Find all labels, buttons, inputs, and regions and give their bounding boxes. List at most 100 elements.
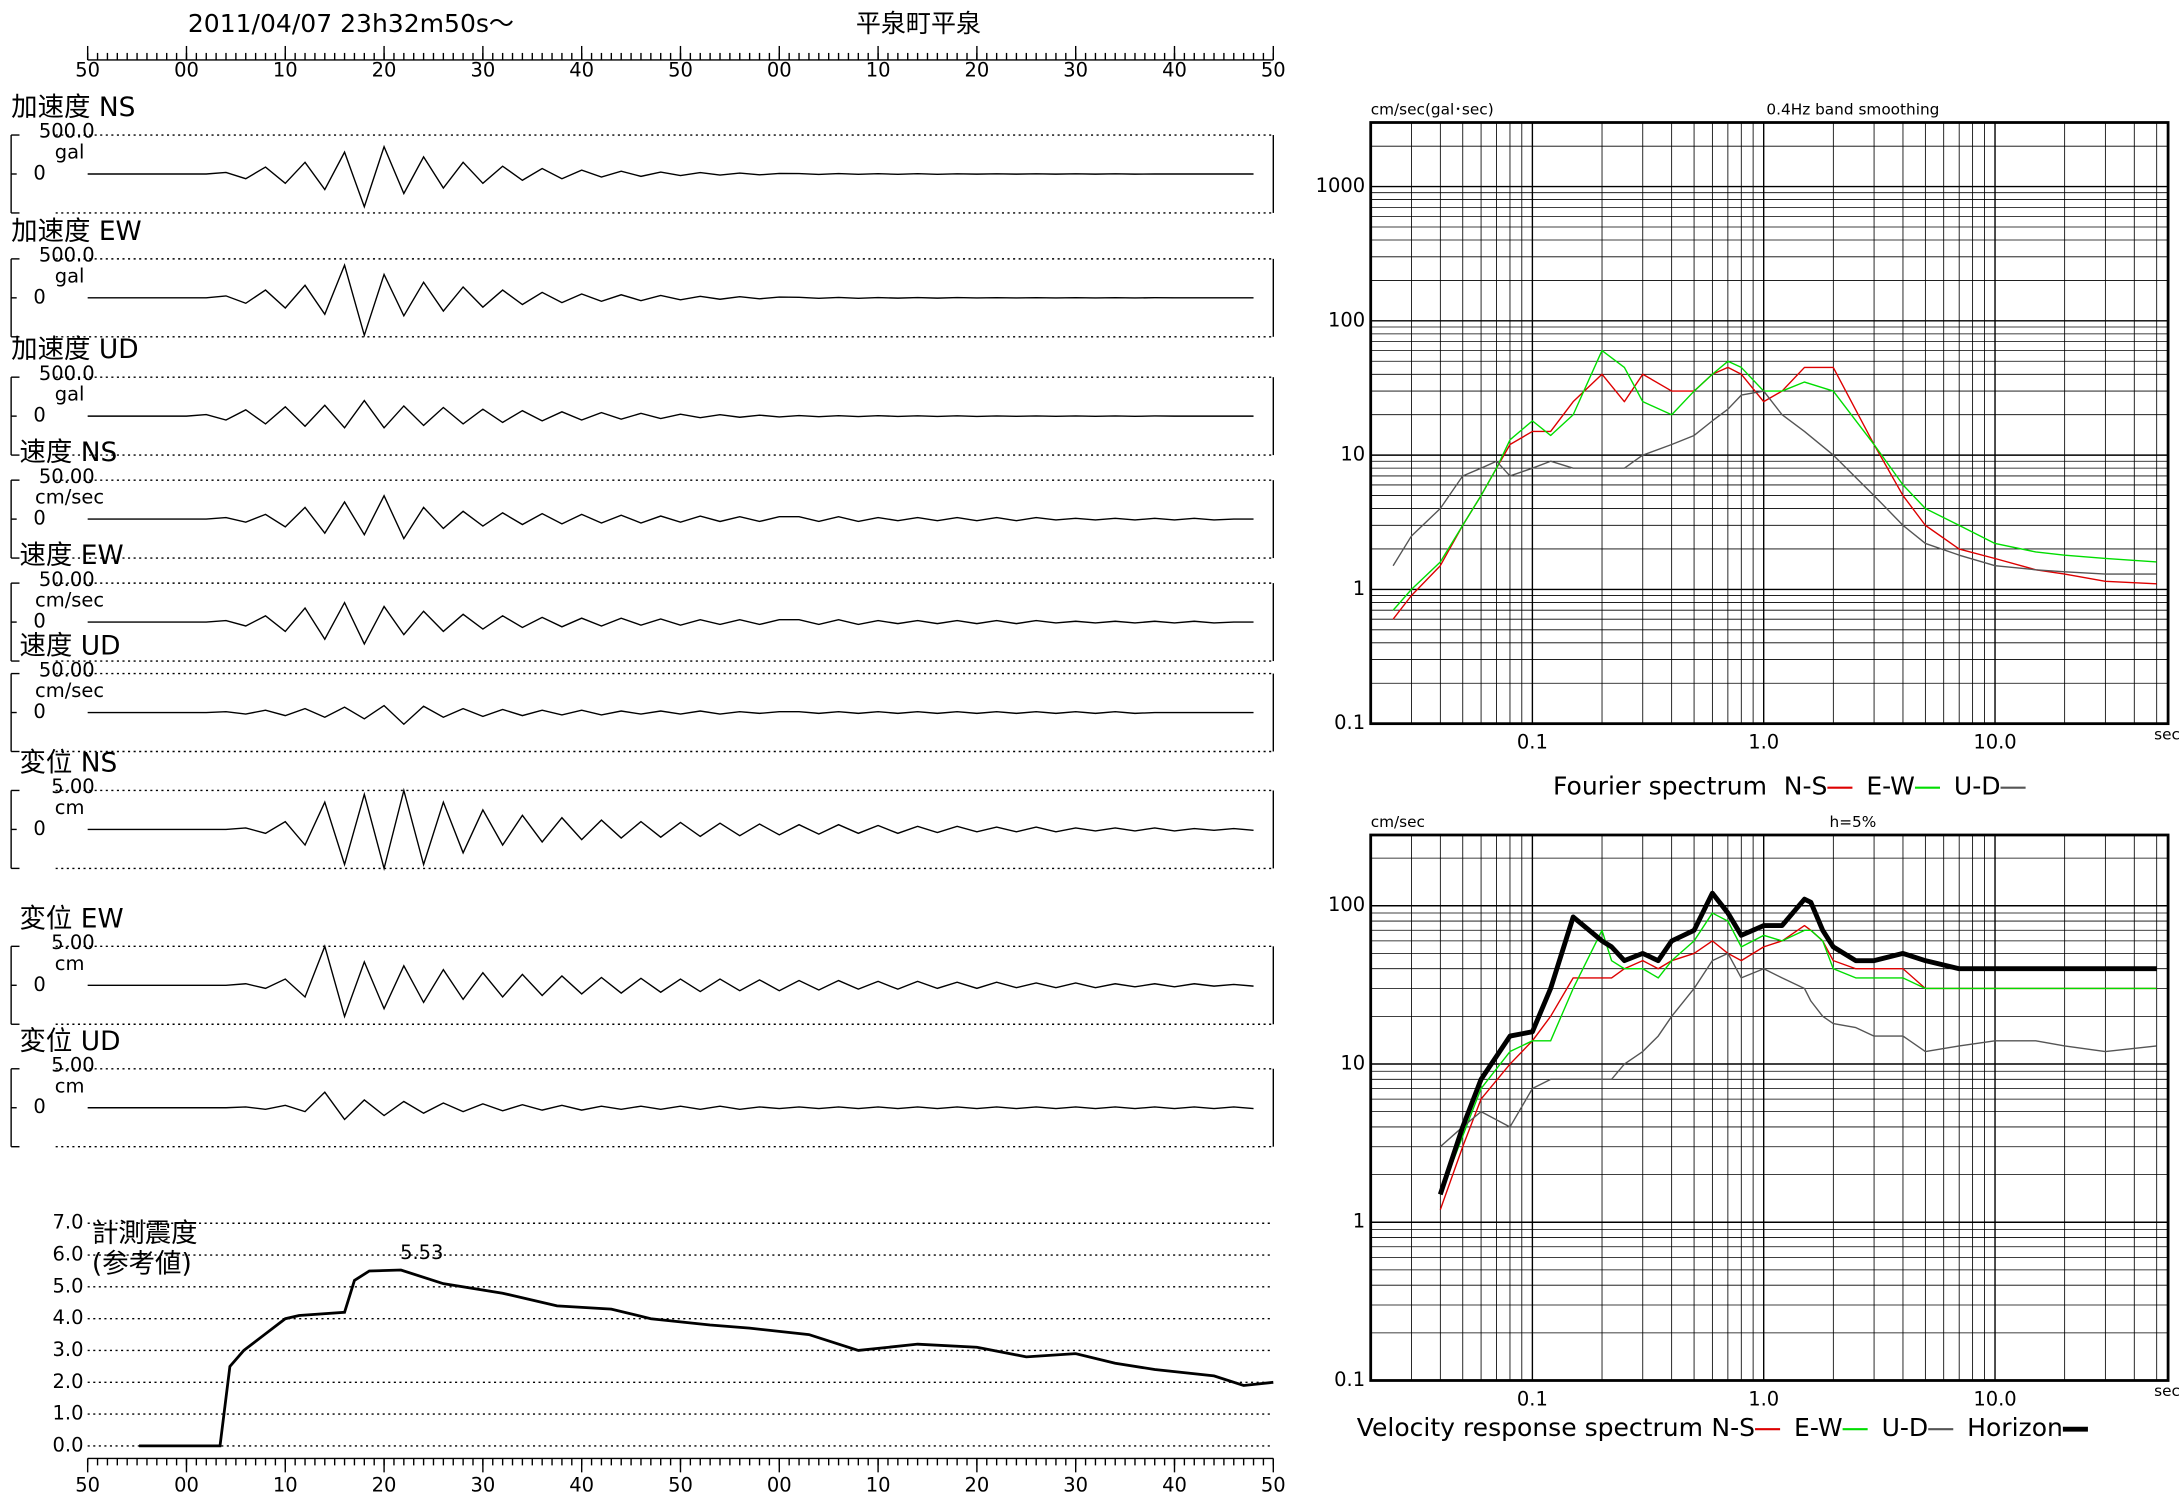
legend-label: U-D <box>1882 1413 1929 1442</box>
trace <box>87 494 1254 541</box>
x-tick-label: 20 <box>372 59 397 82</box>
trace <box>87 262 1254 338</box>
trace <box>87 787 1254 872</box>
y-tick-label: 0 <box>33 1095 45 1118</box>
y-tick-label: 2.0 <box>53 1370 84 1393</box>
annotation: (参考値) <box>92 1248 192 1279</box>
x-tick-label: 10.0 <box>1973 731 2016 754</box>
trace <box>87 144 1254 209</box>
annotation: 計測震度 <box>92 1218 198 1249</box>
y-axis-label: cm/sec(gal･sec) <box>1371 100 1494 118</box>
legend-label: Horizon <box>1967 1413 2063 1442</box>
trace-label: 速度 NS <box>19 437 117 468</box>
y-tick-label: 0.1 <box>1334 711 1365 734</box>
x-tick-label: 00 <box>174 59 199 82</box>
trace-label: 変位 EW <box>19 903 123 934</box>
legend-title: Velocity response spectrum <box>1357 1413 1703 1442</box>
x-tick-label: 10 <box>273 59 298 82</box>
y-tick-label: 0 <box>33 285 45 308</box>
intensity-line <box>139 1268 1274 1448</box>
trace <box>87 944 1254 1019</box>
x-tick-label: 30 <box>470 59 495 82</box>
y-tick-label: 100 <box>1328 308 1365 331</box>
y-tick-label: 1.0 <box>53 1402 84 1425</box>
y-tick-label: 0.0 <box>53 1433 84 1456</box>
y-axis-label: cm/sec <box>1371 813 1425 831</box>
x-tick-label: 0.1 <box>1517 1387 1548 1410</box>
y-tick-label: 10 <box>1340 1052 1365 1075</box>
x-tick-label: 1.0 <box>1748 731 1779 754</box>
chart-title: 0.4Hz band smoothing <box>1766 100 1939 118</box>
y-tick-label: 1 <box>1353 577 1365 600</box>
trace <box>87 601 1254 646</box>
y-tick-label: 5.00 <box>51 1053 94 1076</box>
x-tick-label: 40 <box>569 59 594 82</box>
y-tick-label: 5.00 <box>51 775 94 798</box>
y-tick-label: 0 <box>33 973 45 996</box>
y-tick-label: 6.0 <box>53 1243 84 1266</box>
y-tick-label: 0.1 <box>1334 1368 1365 1391</box>
legend-label: N-S <box>1711 1413 1755 1442</box>
x-tick-label: 1.0 <box>1748 1387 1779 1410</box>
x-tick-label: 00 <box>174 1474 199 1497</box>
y-tick-label: 50.00 <box>39 568 95 591</box>
unit-label: cm <box>55 952 85 975</box>
peak-label: 5.53 <box>400 1241 443 1264</box>
chart-title: h=5% <box>1830 813 1877 831</box>
x-tick-label: 50 <box>75 59 100 82</box>
unit-label: cm <box>55 796 85 819</box>
y-tick-label: 0 <box>33 817 45 840</box>
unit-label: cm/sec <box>35 679 104 702</box>
y-tick-label: 50.00 <box>39 658 95 681</box>
station: 平泉町平泉 <box>856 9 981 38</box>
x-tick-label: 00 <box>767 1474 792 1497</box>
legend-label: E-W <box>1794 1413 1843 1442</box>
x-tick-label: 50 <box>75 1474 100 1497</box>
plot-frame <box>1369 833 2170 1382</box>
unit-label: cm/sec <box>35 486 104 509</box>
legend-title: Fourier spectrum <box>1553 772 1767 801</box>
y-tick-label: 4.0 <box>53 1306 84 1329</box>
x-tick-label: 40 <box>569 1474 594 1497</box>
trace-label: 変位 UD <box>19 1026 120 1057</box>
x-tick-label: 50 <box>668 1474 693 1497</box>
x-tick-label: 10 <box>273 1474 298 1497</box>
legend-label: N-S <box>1784 772 1828 801</box>
x-tick-label: 40 <box>1162 59 1187 82</box>
plot-frame <box>1369 121 2170 726</box>
series-line <box>1392 390 2157 575</box>
y-tick-label: 500.0 <box>39 120 95 143</box>
unit-label: gal <box>55 264 85 287</box>
y-tick-label: 100 <box>1328 893 1365 916</box>
y-tick-label: 1 <box>1353 1210 1365 1233</box>
y-tick-label: 0 <box>33 404 45 427</box>
x-tick-label: 50 <box>668 59 693 82</box>
trace <box>87 399 1254 429</box>
x-tick-label: 10.0 <box>1973 1387 2016 1410</box>
y-tick-label: 0 <box>33 700 45 723</box>
x-axis-label: sec <box>2154 725 2180 743</box>
y-tick-label: 50.00 <box>39 465 95 488</box>
series-line <box>1439 952 2157 1148</box>
y-tick-label: 5.00 <box>51 931 94 954</box>
trace <box>87 704 1254 726</box>
x-axis-label: sec <box>2154 1382 2180 1400</box>
x-tick-label: 20 <box>372 1474 397 1497</box>
x-tick-label: 30 <box>470 1474 495 1497</box>
x-tick-label: 40 <box>1162 1474 1187 1497</box>
y-tick-label: 3.0 <box>53 1338 84 1361</box>
unit-label: cm <box>55 1074 85 1097</box>
unit-label: gal <box>55 383 85 406</box>
x-tick-label: 50 <box>1261 1474 1286 1497</box>
unit-label: gal <box>55 141 85 164</box>
series-line <box>1437 890 2157 1196</box>
unit-label: cm/sec <box>35 589 104 612</box>
trace-label: 変位 NS <box>19 748 117 779</box>
trace-label: 速度 EW <box>19 540 123 571</box>
trace-label: 加速度 NS <box>11 92 135 123</box>
trace-label: 加速度 EW <box>11 216 142 247</box>
y-tick-label: 5.0 <box>53 1274 84 1297</box>
x-tick-label: 0.1 <box>1517 731 1548 754</box>
